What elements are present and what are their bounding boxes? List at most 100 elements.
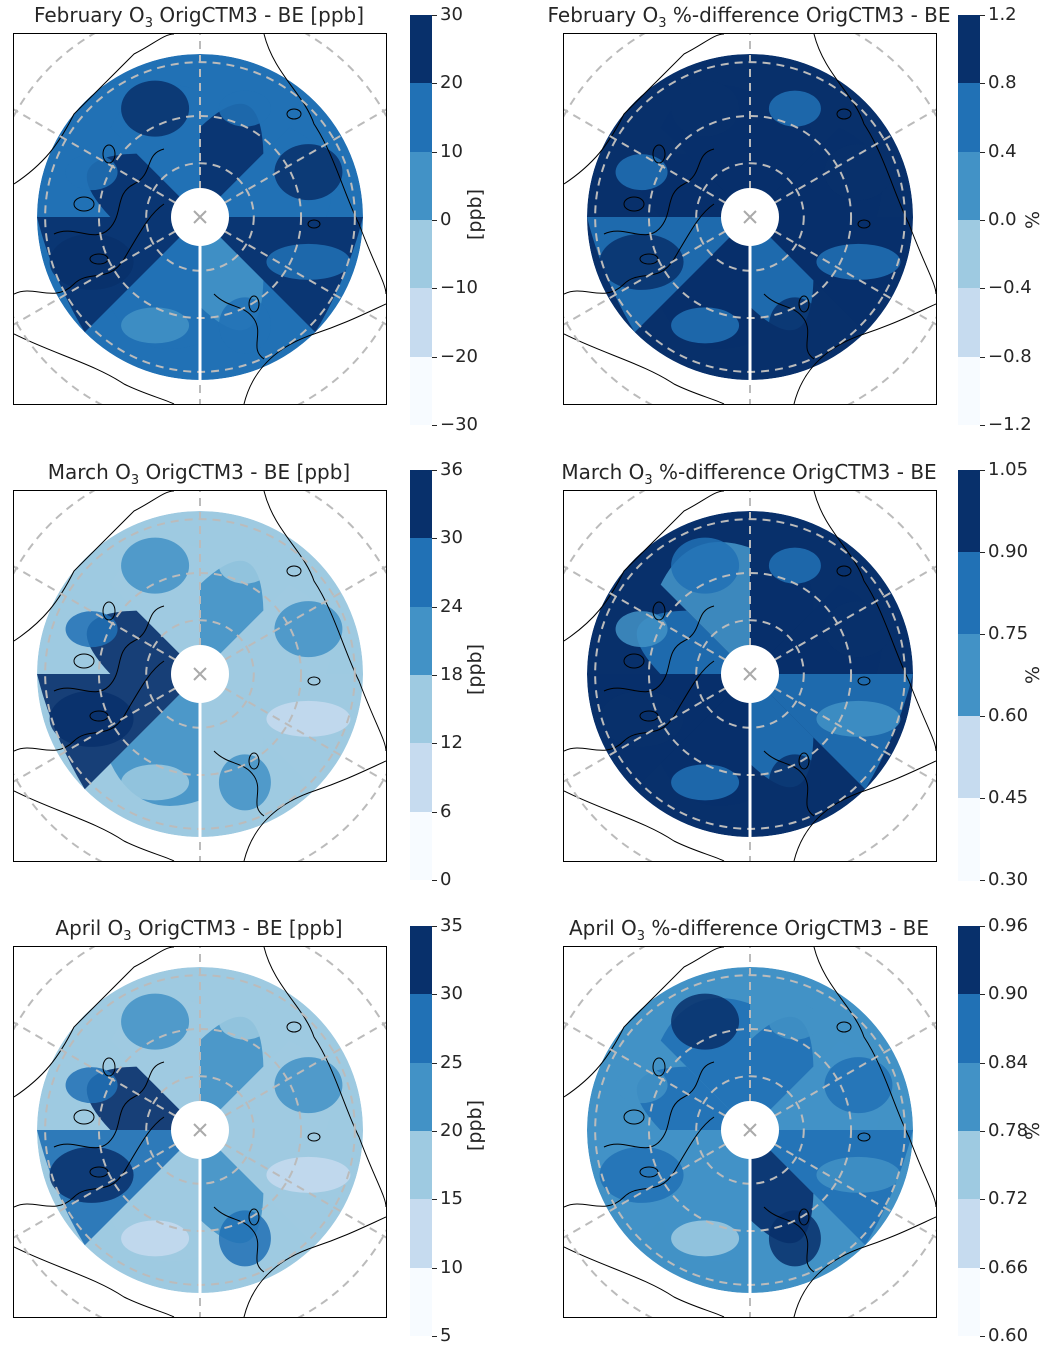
- island-contour: [286, 1021, 302, 1033]
- coastline: [213, 750, 265, 817]
- colorbar-label: [ppb]: [464, 188, 486, 240]
- colorbar-tick: [432, 926, 437, 927]
- colorbar-segment: [958, 288, 980, 358]
- coastline: [53, 1061, 165, 1149]
- coastline: [213, 1206, 265, 1273]
- colorbar-tick: [432, 1267, 437, 1269]
- colorbar-tick-label: 0.45: [988, 787, 1029, 808]
- island-contour: [102, 601, 116, 621]
- disk-mask: [564, 491, 936, 861]
- coastline: [793, 760, 936, 861]
- colorbar-tick: [980, 716, 985, 717]
- colorbar-segment: [958, 1267, 980, 1337]
- colorbar-tick-label: 0.66: [988, 1256, 1029, 1278]
- colorbar-tick: [432, 288, 437, 290]
- colorbar-segment: [410, 288, 432, 358]
- field-region: [750, 1016, 814, 1130]
- colorbar-tick: [432, 675, 437, 676]
- colorbar-tick: [432, 811, 437, 813]
- meridian-line: [199, 1129, 386, 1239]
- colorbar-tick: [980, 288, 985, 290]
- island-contour: [248, 752, 260, 770]
- pole-marker: [193, 210, 207, 224]
- meridian-line: [564, 108, 751, 218]
- colorbar-segment: [410, 994, 432, 1064]
- island-contour: [857, 219, 871, 229]
- meridian-line: [199, 108, 386, 218]
- island-contour: [286, 565, 302, 577]
- coastline: [263, 947, 386, 1208]
- colorbar-label: [ppb]: [464, 1099, 486, 1151]
- colorbar-tick: [980, 220, 985, 221]
- colorbar-segment: [958, 552, 980, 635]
- colorbar-tick: [980, 15, 985, 16]
- panel-title: February O3 OrigCTM3 - BE [ppb]: [33, 3, 365, 31]
- colorbar-tick-label: 6: [440, 800, 452, 822]
- colorbar-tick-label: 0: [440, 209, 452, 230]
- pole-marker: [743, 210, 757, 224]
- colorbar-tick: [432, 994, 437, 996]
- coastline: [763, 750, 815, 817]
- meridian-line: [14, 108, 201, 218]
- colorbar-segment: [410, 220, 432, 289]
- colorbar-tick-label: 1.05: [988, 459, 1029, 480]
- field-blob: [121, 1220, 190, 1257]
- field-blob: [671, 307, 740, 344]
- colorbar-tick: [980, 798, 985, 799]
- field-blob: [671, 80, 740, 137]
- coastline: [763, 1206, 815, 1273]
- disk-mask: [14, 947, 386, 1317]
- colorbar-tick-label: 0.90: [988, 541, 1029, 562]
- coastline: [263, 34, 386, 295]
- field-blob: [266, 243, 351, 280]
- colorbar-tick: [432, 1199, 437, 1201]
- pole-marker: [743, 667, 757, 681]
- colorbar-tick-label: 24: [440, 595, 463, 617]
- colorbar-segment: [958, 356, 980, 426]
- colorbar-tick: [432, 880, 437, 881]
- pole-marker: [743, 1123, 757, 1137]
- coastline: [793, 1216, 936, 1317]
- field-blob: [816, 1156, 901, 1193]
- meridian-line: [199, 216, 386, 326]
- colorbar-tick: [432, 606, 437, 608]
- island-contour: [652, 601, 666, 621]
- meridian-line: [749, 565, 936, 675]
- colorbar-tick-label: 15: [440, 1188, 463, 1210]
- island-contour: [73, 1109, 95, 1125]
- island-contour: [248, 295, 260, 313]
- field-blob: [768, 297, 821, 354]
- colorbar-tick-label: 0.84: [988, 1051, 1029, 1073]
- colorbar-tick-label: −1.2: [988, 414, 1032, 435]
- colorbar-segment: [410, 743, 432, 813]
- colorbar-segment: [410, 1267, 432, 1337]
- coastline: [564, 333, 725, 404]
- field-blob: [218, 547, 271, 584]
- colorbar-segment: [958, 83, 980, 153]
- meridian-line: [14, 565, 201, 675]
- field-blob: [274, 144, 343, 201]
- colorbar-tick: [980, 634, 985, 635]
- island-contour: [73, 196, 95, 212]
- coastline: [263, 491, 386, 752]
- field-blob: [671, 1220, 740, 1257]
- field-blob: [121, 764, 190, 801]
- field-blob: [615, 611, 668, 648]
- panel-title: April O3 OrigCTM3 - BE [ppb]: [55, 916, 343, 944]
- field-blob: [768, 547, 821, 584]
- colorbar-tick: [980, 425, 985, 426]
- field-region: [200, 103, 264, 217]
- colorbar-tick: [980, 994, 985, 996]
- field-blob: [266, 1156, 351, 1193]
- island-contour: [102, 1057, 116, 1077]
- colorbar-segment: [958, 470, 980, 553]
- island-contour: [652, 144, 666, 164]
- colorbar-segment: [410, 606, 432, 676]
- field-blob: [65, 1067, 118, 1104]
- field-blob: [274, 601, 343, 658]
- field-region: [750, 560, 814, 674]
- disk-mask: [14, 34, 386, 404]
- island-contour: [798, 752, 810, 770]
- colorbar-segment: [958, 716, 980, 799]
- field-blob: [671, 537, 740, 594]
